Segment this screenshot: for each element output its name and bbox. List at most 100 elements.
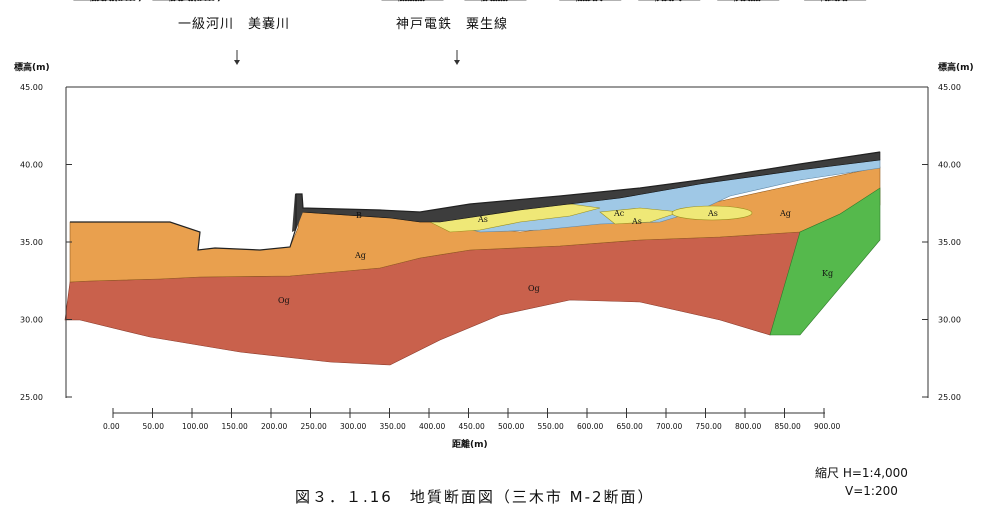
n-value-point xyxy=(748,0,751,2)
n-value-point xyxy=(579,0,583,2)
borehole-id: M36-06 xyxy=(715,0,757,3)
layer-tag-og: Og xyxy=(528,284,540,293)
n-value-scale: 0 102030405060 xyxy=(566,0,608,2)
n-value-point xyxy=(661,0,664,2)
layer-tag-ag: Ag xyxy=(779,209,791,218)
n-value-point xyxy=(582,0,585,2)
n-value-point xyxy=(577,0,580,2)
borehole-depth: dep = 4.50 m xyxy=(646,0,697,2)
ground-surface xyxy=(70,151,881,251)
arrowhead xyxy=(454,60,460,65)
layer-as-2 xyxy=(599,207,681,225)
scale-vertical: V=1:200 xyxy=(845,484,898,498)
n-value-scale: 0 102030405060 xyxy=(471,0,513,2)
n-value-point xyxy=(664,0,667,2)
layer-tag-ac: Ac xyxy=(613,209,625,218)
n-value-point xyxy=(837,0,840,2)
borehole-elevation: T.P.+38.45 m xyxy=(648,0,699,2)
n-value-point xyxy=(407,0,410,2)
n-value-point xyxy=(419,0,423,2)
y-tick-label-left: 35.00 xyxy=(20,238,43,247)
n-value-point xyxy=(497,0,501,2)
n-value-point xyxy=(173,0,176,2)
x-tick-label: 200.00 xyxy=(261,422,287,431)
arrowhead xyxy=(234,60,240,65)
borehole-elevation: T.P.+39.33 m xyxy=(727,0,778,2)
x-axis-label: 距離(m) xyxy=(452,440,488,450)
borehole-id: M36-05 xyxy=(636,0,678,3)
borehole: M33-03T.P.+36.59 mdep = 9.59 mN値60504030… xyxy=(380,0,444,3)
n-value-point xyxy=(109,0,112,2)
n-value-point xyxy=(679,0,682,2)
borehole-elevation: T.P.+37.75 m xyxy=(569,0,620,2)
x-tick-label: 750.00 xyxy=(696,422,722,431)
n-value-point xyxy=(595,0,598,2)
layer-tag-as: As xyxy=(477,215,488,224)
borehole-depth: dep = 7.00 m xyxy=(725,0,776,2)
n-value-point xyxy=(91,0,94,2)
embankment xyxy=(292,194,303,232)
y-tick-label-right: 35.00 xyxy=(938,238,961,247)
borehole: M23-02(投影)T.P.+36.26 mdep = 6.27 mN値6050… xyxy=(71,0,142,3)
borehole-depth: dep = 9.59 m xyxy=(390,0,441,2)
x-tick-label: 600.00 xyxy=(577,422,603,431)
n-value-point xyxy=(587,0,590,2)
x-tick-label: 250.00 xyxy=(301,422,327,431)
n-value-point xyxy=(180,0,184,2)
n-value-point xyxy=(101,0,105,2)
n-value-point xyxy=(170,0,173,2)
n-value-point xyxy=(96,0,100,2)
borehole: M36-05T.P.+38.45 mdep = 4.50 mN値0 102030… xyxy=(636,0,701,3)
borehole: M36-06T.P.+39.33 mdep = 7.00 mN値0 102030… xyxy=(715,0,780,3)
borehole-depth: dep = 7.00 m xyxy=(567,0,618,2)
axes-ticks: 45.00 45.00 40.00 40.00 35.00 35.00 30.00 30.00… xyxy=(20,83,961,431)
n-value-point xyxy=(505,0,508,2)
n-value-point xyxy=(404,0,408,2)
n-value-title: N値 xyxy=(402,0,414,2)
borehole: M23-03(投影)T.P.+36.73 mdep = 5.41 mN値0 10… xyxy=(150,0,221,3)
n-value-point xyxy=(399,0,403,2)
n-value-point xyxy=(671,0,674,2)
borehole-depth: dep = 5.41 m xyxy=(160,0,211,2)
n-value-point xyxy=(422,0,425,2)
x-tick-label: 850.00 xyxy=(775,422,801,431)
railway-annotation: 神戸電鉄 粟生線 xyxy=(396,17,509,32)
y-tick-label-left: 45.00 xyxy=(20,83,43,92)
x-tick-label: 300.00 xyxy=(340,422,366,431)
x-tick-label: 550.00 xyxy=(538,422,564,431)
n-value-title: N値 xyxy=(579,0,591,2)
n-value-point xyxy=(485,0,488,2)
y-axis-label-left: 標高(m) xyxy=(14,63,50,73)
x-tick-label: 800.00 xyxy=(735,422,761,431)
strata-layers xyxy=(64,151,881,366)
n-value-point xyxy=(402,0,405,2)
x-tick-label: 650.00 xyxy=(617,422,643,431)
n-value-point xyxy=(845,0,848,2)
n-value-point xyxy=(758,0,761,2)
x-tick-label: 50.00 xyxy=(143,422,165,431)
n-value-point xyxy=(755,0,759,2)
layer-kg xyxy=(769,187,881,336)
n-value-title: N値 xyxy=(658,0,670,2)
n-value-title: N値 xyxy=(824,0,836,2)
n-value-point xyxy=(842,0,845,2)
n-value-point xyxy=(190,0,194,2)
n-value-scale: 0 102030405060 xyxy=(159,0,201,2)
borehole-id: M36-07 xyxy=(802,0,844,3)
x-tick-label: 0.00 xyxy=(103,422,120,431)
n-value-scale: 0 102030405060 xyxy=(645,0,687,2)
borehole-elevation: T.P.+36.59 m xyxy=(392,0,443,2)
borehole-id: M36-04 xyxy=(557,0,599,3)
y-tick-label-right: 45.00 xyxy=(938,83,961,92)
n-value-point xyxy=(188,0,191,2)
n-value-point xyxy=(495,0,498,2)
x-tick-label: 500.00 xyxy=(498,422,524,431)
n-value-point xyxy=(94,0,97,2)
y-tick-label-left: 30.00 xyxy=(20,316,43,325)
borehole-elevation: T.P.+36.73 m xyxy=(162,0,213,2)
n-value-scale: 605040302010 0 xyxy=(389,0,431,2)
n-value-scale: 0 102030405060 xyxy=(811,0,853,2)
n-value-point xyxy=(482,0,486,2)
borehole: M36-07T.P.+40.43 mdep = 5.05 mN値0 102030… xyxy=(802,0,867,3)
n-value-point xyxy=(824,0,828,2)
